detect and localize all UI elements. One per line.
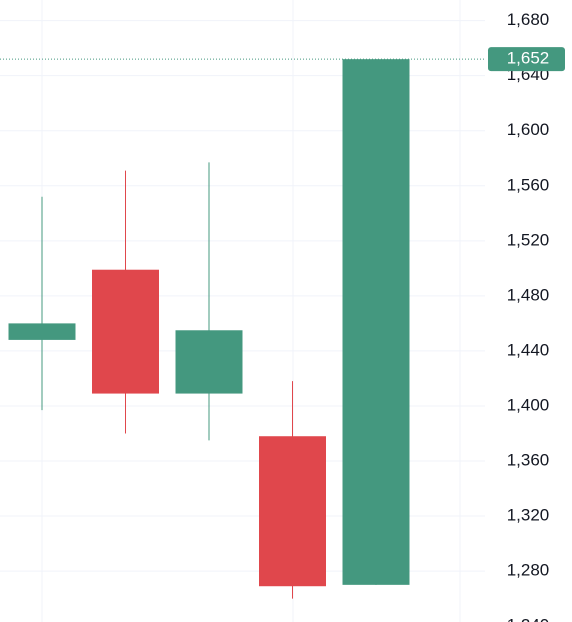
candle-body: [342, 59, 410, 585]
y-tick-label: 1,560: [507, 175, 550, 194]
candle-body: [92, 269, 159, 394]
y-tick-label: 1,280: [507, 561, 550, 580]
y-tick-label: 1,360: [507, 450, 550, 469]
last-price-label: 1,652: [507, 49, 550, 68]
y-tick-label: 1,600: [507, 120, 550, 139]
y-tick-label: 1,320: [507, 506, 550, 525]
y-tick-label: 1,400: [507, 395, 550, 414]
y-tick-label: 1,520: [507, 230, 550, 249]
candle-body: [175, 330, 243, 394]
y-tick-label: 1,440: [507, 340, 550, 359]
y-tick-label: 1,480: [507, 285, 550, 304]
y-tick-label: 1,680: [507, 10, 550, 29]
last-price-box: [488, 47, 565, 72]
candle-body: [259, 436, 326, 587]
candle-body: [8, 323, 76, 340]
y-tick-label: 1,240: [507, 616, 550, 622]
